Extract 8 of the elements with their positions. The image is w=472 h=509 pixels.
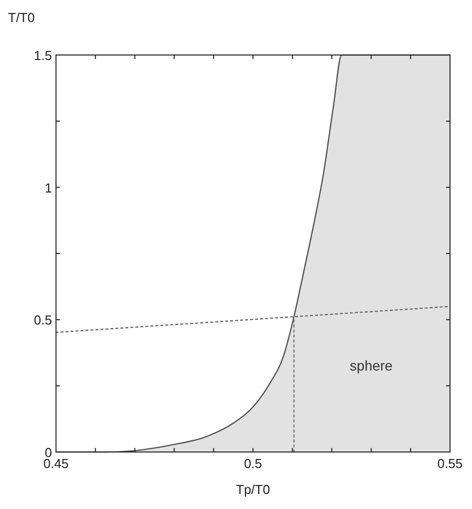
y-axis-title: T/T0 (8, 10, 35, 25)
x-axis-title: Tp/T0 (236, 482, 270, 497)
x-tick-label: 0.55 (437, 456, 463, 471)
annotation: sphere (350, 357, 393, 374)
y-tick-label: 1 (44, 180, 52, 196)
x-tick-label: 0.5 (244, 456, 262, 471)
y-tick-label: 0.5 (34, 312, 52, 328)
y-tick-label: 1.5 (34, 48, 52, 63)
